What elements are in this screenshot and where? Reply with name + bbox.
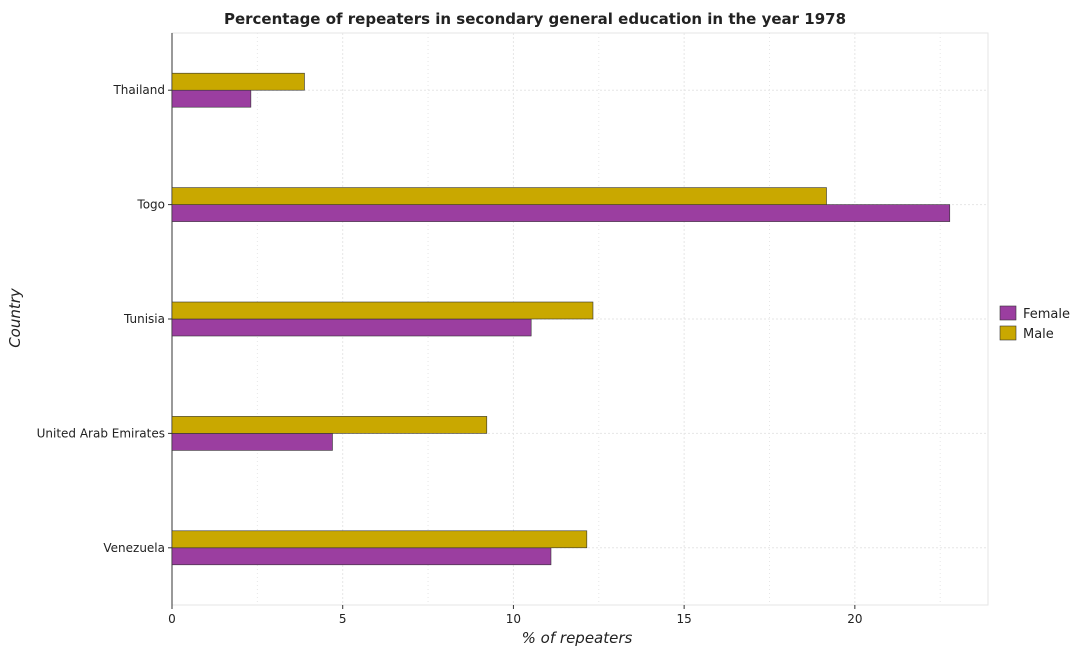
- bar-female-thailand: [171, 89, 252, 108]
- legend-label-male: Male: [1023, 327, 1054, 342]
- bar-female-togo: [171, 204, 951, 222]
- y-tick-label: United Arab Emirates: [37, 426, 165, 440]
- y-tick-labels: Thailand Togo Tunisia United Arab Emirates V…: [37, 83, 172, 555]
- bar-male-venezuela: [171, 530, 588, 549]
- bar-female-united-arab-emirates: [171, 433, 333, 451]
- legend: Female Male: [999, 305, 1070, 342]
- x-tick-labels: 0 5 10 15 20: [168, 605, 862, 626]
- x-tick-label: 15: [676, 612, 691, 626]
- legend-swatch-female: [999, 305, 1017, 321]
- bar-female-tunisia: [171, 318, 532, 337]
- bars: [171, 72, 951, 566]
- bar-male-togo: [171, 187, 827, 205]
- y-axis-label: Country: [6, 287, 24, 348]
- bar-male-thailand: [171, 72, 305, 91]
- legend-label-female: Female: [1023, 307, 1070, 322]
- x-axis-label: % of repeaters: [522, 629, 633, 647]
- x-tick-label: 20: [847, 612, 862, 626]
- y-tick-label: Tunisia: [123, 312, 165, 326]
- x-tick-label: 0: [168, 612, 176, 626]
- x-tick-label: 5: [339, 612, 347, 626]
- y-tick-label: Thailand: [112, 83, 165, 97]
- y-tick-label: Togo: [136, 198, 165, 212]
- chart-title: Percentage of repeaters in secondary gen…: [224, 10, 846, 28]
- bar-male-united-arab-emirates: [171, 416, 488, 434]
- legend-swatch-male: [999, 325, 1017, 341]
- bar-female-venezuela: [171, 547, 552, 566]
- y-tick-label: Venezuela: [103, 541, 165, 555]
- x-tick-label: 10: [506, 612, 521, 626]
- bar-male-tunisia: [171, 301, 594, 320]
